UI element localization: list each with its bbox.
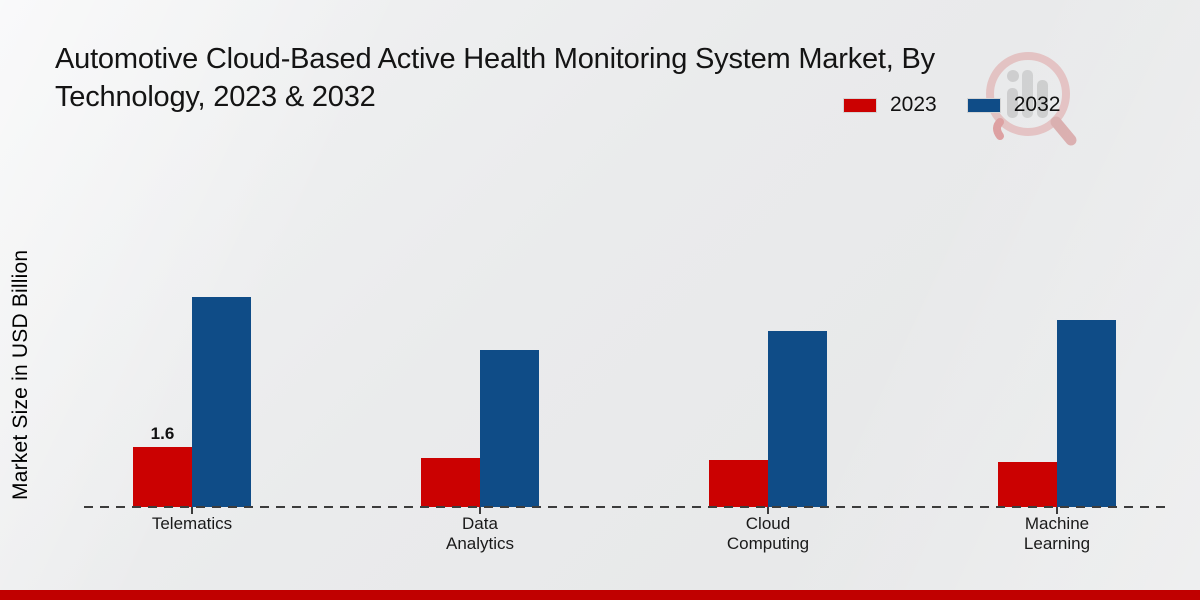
category-label-telematics: Telematics (151, 514, 233, 533)
x-axis-tick (191, 507, 193, 514)
category-label-machine-learning: Machine Learning (1023, 514, 1091, 553)
legend-label-2032: 2032 (1013, 93, 1061, 116)
legend-swatch-2023 (843, 97, 877, 113)
bar-2023-cloud-computing (709, 460, 768, 507)
mrfr-watermark-logo-icon (986, 52, 1077, 146)
bar-2032-data-analytics (480, 349, 539, 507)
chart-title: Automotive Cloud-Based Active Health Mon… (55, 43, 935, 113)
bar-2032-telematics (192, 297, 251, 507)
legend: 2023 2032 (843, 93, 1060, 117)
footer-accent-bar (0, 590, 1200, 600)
x-axis-baseline (84, 506, 1166, 508)
category-label-cloud-computing: Cloud Computing (726, 514, 810, 553)
bar-2023-telematics (133, 447, 192, 507)
bar-value-label-2023: 1.6 (150, 424, 175, 443)
legend-label-2023: 2023 (890, 93, 937, 116)
bar-2032-machine-learning (1057, 319, 1116, 507)
category-label-data-analytics: Data Analytics (445, 514, 515, 553)
bar-2032-cloud-computing (768, 330, 827, 507)
x-axis-tick (767, 507, 769, 514)
bar-2023-data-analytics (421, 458, 480, 507)
x-axis-tick (1056, 507, 1058, 514)
x-axis-tick (479, 507, 481, 514)
bar-2023-machine-learning (998, 462, 1057, 507)
legend-item-2032: 2032 (966, 93, 1061, 117)
legend-swatch-2032 (966, 97, 1001, 113)
legend-item-2023: 2023 (843, 93, 937, 117)
